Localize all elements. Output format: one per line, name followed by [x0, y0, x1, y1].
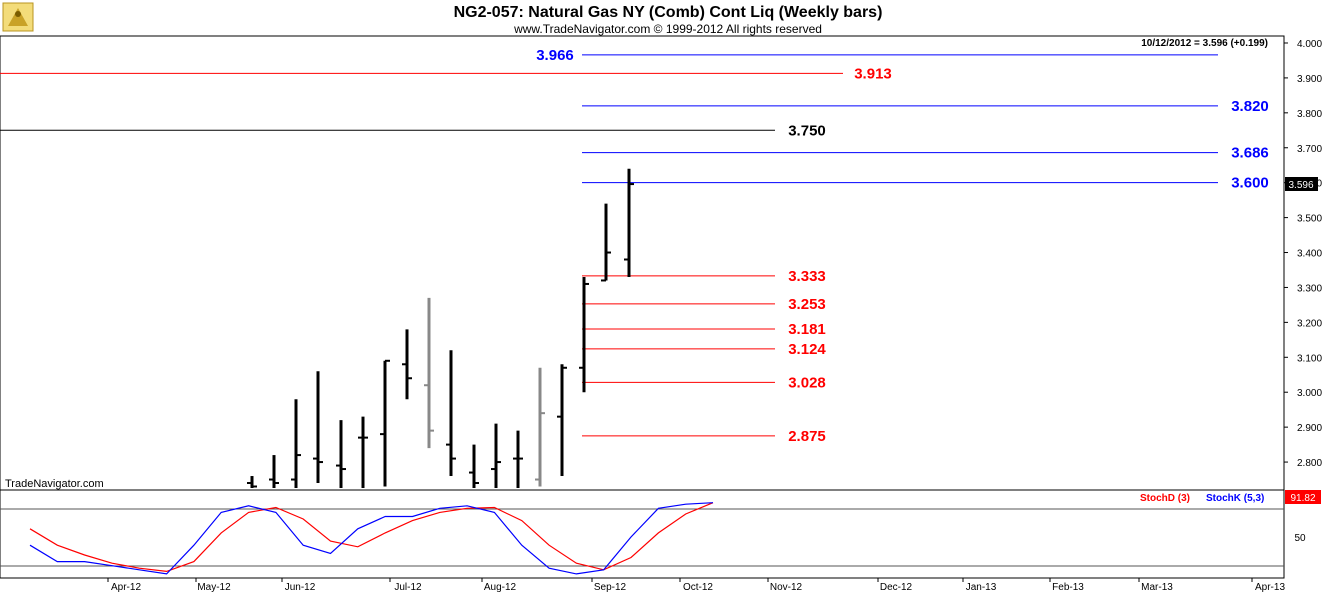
ohlc-bar — [469, 444, 479, 488]
stochd-label: StochD (3) — [1140, 493, 1190, 504]
x-axis: Apr-12 May-12 Jun-12 Jul-12 Aug-12 Sep-12 Oct-… — [107, 578, 1285, 593]
ohlc-bar — [624, 168, 634, 277]
level-label: 3.253 — [788, 296, 826, 313]
ohlc-bar — [601, 203, 611, 282]
levels-group: 3.966 3.913 3.820 3.750 3.686 3.600 3.333 3.253… — [0, 47, 1269, 445]
level-label: 3.913 — [854, 65, 892, 82]
y-tick-label: 3.800 — [1297, 109, 1322, 120]
y-tick-label: 2.800 — [1297, 458, 1322, 469]
level-label: 2.875 — [788, 428, 826, 445]
y-tick-label: 3.400 — [1297, 249, 1322, 260]
y-tick-label: 3.700 — [1297, 144, 1322, 155]
last-price-marker-label: 3.596 — [1288, 180, 1313, 191]
y-tick-label: 2.900 — [1297, 423, 1322, 434]
ohlc-bar — [269, 455, 279, 488]
x-tick-label: Sep-12 — [594, 582, 627, 593]
x-tick-label: Jun-12 — [285, 582, 316, 593]
ohlc-bar — [557, 364, 567, 477]
x-tick-label: May-12 — [197, 582, 231, 593]
ohlc-bar — [446, 350, 456, 477]
x-tick-label: Jul-12 — [394, 582, 422, 593]
x-tick-label: Jan-13 — [966, 582, 997, 593]
x-tick-label: Apr-12 — [111, 582, 141, 593]
level-label: 3.600 — [1231, 175, 1269, 192]
ohlc-bar — [247, 476, 257, 488]
y-tick-label: 3.000 — [1297, 388, 1322, 399]
last-price-marker — [1285, 177, 1318, 191]
ohlc-bar — [535, 367, 545, 487]
level-label: 3.686 — [1231, 145, 1269, 162]
y-tick-label: 3.900 — [1297, 74, 1322, 85]
x-tick-label: Dec-12 — [880, 582, 913, 593]
level-label: 3.181 — [788, 321, 826, 338]
x-tick-label: Apr-13 — [1255, 582, 1285, 593]
x-tick-label: Oct-12 — [683, 582, 713, 593]
stoch-panel-frame — [0, 489, 1285, 579]
x-tick-label: Feb-13 — [1052, 582, 1084, 593]
y-axis: 2.800 2.900 3.000 3.100 3.200 3.300 3.400 3.500… — [1284, 39, 1322, 469]
level-label: 3.750 — [788, 122, 826, 139]
level-label: 3.124 — [788, 341, 826, 358]
ohlc-bar — [336, 420, 346, 488]
level-label: 3.028 — [788, 374, 826, 391]
stochd-line — [29, 502, 714, 573]
watermark: TradeNavigator.com — [5, 478, 104, 490]
ohlc-bar — [358, 416, 368, 488]
stoch-lines — [29, 502, 714, 575]
bars-group — [247, 168, 634, 488]
price-panel-frame — [0, 35, 1285, 491]
y-tick-label: 3.500 — [1297, 214, 1322, 225]
level-label: 3.966 — [536, 47, 574, 64]
ohlc-bar — [424, 297, 434, 449]
stoch-last-marker — [1285, 490, 1321, 504]
y-tick-label: 3.300 — [1297, 283, 1322, 294]
stoch-last-marker-label: 91.82 — [1290, 493, 1315, 504]
ohlc-bar — [380, 359, 390, 487]
logo-icon — [2, 2, 34, 32]
last-price-info: 10/12/2012 = 3.596 (+0.199) — [1141, 38, 1268, 49]
x-tick-label: Aug-12 — [484, 582, 517, 593]
stochk-label: StochK (5,3) — [1206, 493, 1264, 504]
level-label: 3.333 — [788, 268, 826, 285]
y-tick-label: 3.200 — [1297, 318, 1322, 329]
y-tick-label: 3.100 — [1297, 353, 1322, 364]
ohlc-bar — [402, 329, 412, 400]
ohlc-bar — [579, 276, 589, 393]
ohlc-bar — [291, 399, 301, 488]
level-label: 3.820 — [1231, 98, 1269, 115]
stochk-line — [29, 502, 714, 575]
ohlc-bar — [491, 423, 501, 488]
x-tick-label: Mar-13 — [1141, 582, 1173, 593]
x-tick-label: Nov-12 — [770, 582, 803, 593]
y-tick-label: 4.000 — [1297, 39, 1322, 50]
chart-title: NG2-057: Natural Gas NY (Comb) Cont Liq … — [454, 4, 883, 21]
copyright-text: www.TradeNavigator.com © 1999-2012 All r… — [513, 22, 822, 36]
ohlc-bar — [513, 430, 523, 488]
ohlc-bar — [313, 371, 323, 484]
stoch-tick-50: 50 — [1294, 533, 1306, 544]
